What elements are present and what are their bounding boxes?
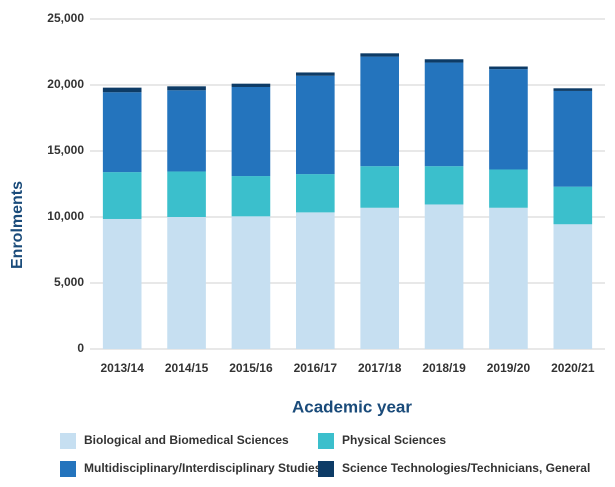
bar-segment [424,166,464,205]
y-tick-label: 5,000 [54,275,84,289]
bar-segment [231,216,271,349]
bar-segment [296,212,335,349]
bar-segment [102,172,142,219]
bar-segment [296,75,335,175]
legend-swatch [318,461,334,477]
bar-segment [167,90,206,172]
bar-segment [489,69,528,170]
bar-segment [360,166,399,208]
bar-segment [296,72,335,76]
legend-swatch [318,433,334,449]
y-tick-label: 0 [77,341,84,355]
bar-segment [167,217,206,349]
bar-segment [424,62,464,167]
y-tick-label: 10,000 [47,209,84,223]
bar-segment [231,86,271,177]
y-axis-title: Enrolments [9,181,26,269]
y-tick-label: 20,000 [47,77,84,91]
x-tick-label: 2016/17 [294,361,338,375]
bar-segment [489,169,528,208]
legend-label: Multidisciplinary/Interdisciplinary Stud… [84,461,322,475]
bar-segment [424,204,464,349]
bar-segment [489,207,528,349]
bar-segment [360,207,399,349]
x-tick-label: 2017/18 [358,361,402,375]
bar-segment [553,90,593,187]
x-tick-label: 2015/16 [229,361,273,375]
bar-segment [553,186,593,225]
bar-segment [360,56,399,167]
bar-segment [102,218,142,349]
bar-segment [167,171,206,217]
legend-label: Biological and Biomedical Sciences [84,433,289,447]
bar-segment [424,59,464,63]
legend-swatch [60,461,76,477]
bar-segment [489,66,528,70]
x-tick-label: 2020/21 [551,361,595,375]
legend-swatch [60,433,76,449]
bar-segment [553,224,593,349]
legend-label: Physical Sciences [342,433,446,447]
x-tick-label: 2014/15 [165,361,209,375]
legend-label: Science Technologies/Technicians, Genera… [342,461,590,475]
bar-segment [553,88,593,91]
y-tick-label: 15,000 [47,143,84,157]
bar-segment [231,83,271,87]
x-tick-label: 2013/14 [100,361,144,375]
bar-segment [102,87,142,93]
bar-segment [231,176,271,217]
bar-segment [102,92,142,173]
x-axis-title: Academic year [292,397,412,416]
y-tick-label: 25,000 [47,11,84,25]
bar-segment [296,174,335,213]
x-tick-label: 2018/19 [422,361,466,375]
bar-segment [360,53,399,57]
bar-segment [167,86,206,91]
x-tick-label: 2019/20 [487,361,531,375]
